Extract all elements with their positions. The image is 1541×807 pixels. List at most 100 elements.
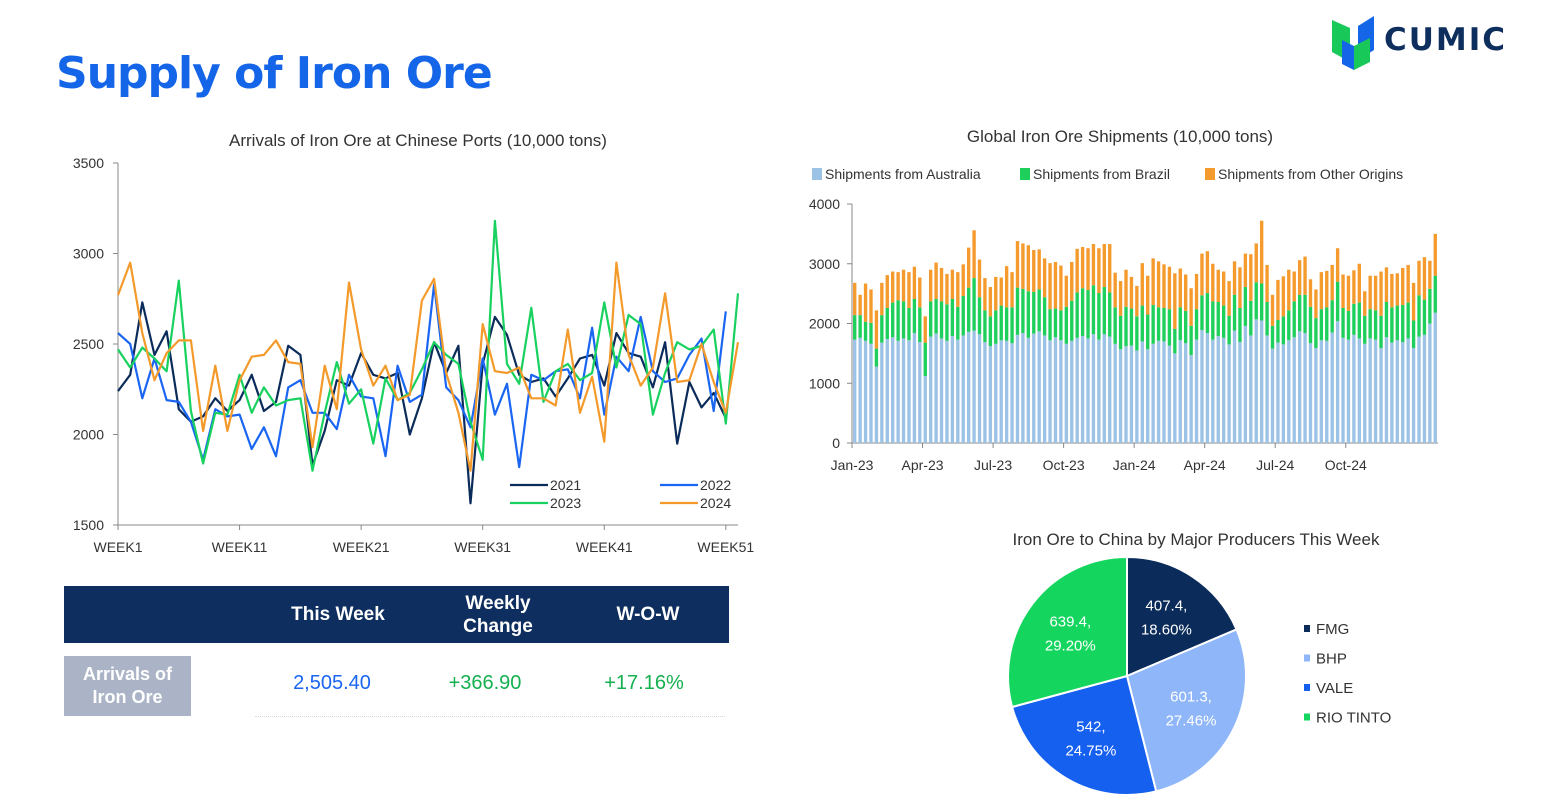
bar-segment	[1254, 319, 1258, 443]
y-tick-label: 0	[832, 435, 840, 451]
bar-segment	[1070, 300, 1074, 341]
bar-segment	[1059, 265, 1063, 311]
bar-segment	[1292, 337, 1296, 443]
bar-segment	[1075, 292, 1079, 338]
bar-segment	[1390, 307, 1394, 343]
bar-segment	[972, 278, 976, 331]
bar-segment	[1080, 288, 1085, 337]
bar-segment	[939, 338, 944, 443]
bar-segment	[1118, 349, 1123, 443]
bar-segment	[885, 307, 889, 340]
bar-segment	[1395, 305, 1399, 341]
bar-segment	[1042, 258, 1047, 298]
bar-segment	[1205, 251, 1210, 294]
table-header: This Week Weekly Change W-O-W	[64, 586, 729, 643]
legend-label: Shipments from Australia	[825, 166, 981, 182]
bar-segment	[1070, 340, 1074, 443]
bar-segment	[1080, 247, 1085, 289]
bar-segment	[1184, 343, 1188, 443]
bar-segment	[1249, 300, 1253, 336]
bar-segment	[1064, 275, 1068, 307]
bar-segment	[1411, 282, 1416, 321]
bar-segment	[1265, 335, 1269, 443]
arrivals-line-chart: Arrivals of Iron Ore at Chinese Ports (1…	[73, 131, 755, 555]
bar-segment	[988, 316, 993, 347]
bar-segment	[1259, 220, 1264, 284]
bar-segment	[1357, 302, 1361, 339]
bar-segment	[1140, 263, 1144, 306]
bar-segment	[1287, 310, 1291, 341]
legend-label: BHP	[1316, 651, 1347, 668]
bar-segment	[1227, 315, 1231, 345]
bar-segment	[1151, 258, 1155, 305]
bar-segment	[1113, 307, 1117, 344]
bar-segment	[1379, 315, 1383, 348]
bar-segment	[1053, 308, 1058, 338]
bar-segment	[1026, 337, 1031, 443]
bar-segment	[1216, 336, 1220, 443]
bar-segment	[1384, 267, 1389, 302]
y-tick-label: 2000	[809, 316, 840, 332]
x-tick-label: Jul-23	[974, 457, 1012, 473]
bar-segment	[961, 296, 965, 336]
bar-chart-title: Global Iron Ore Shipments (10,000 tons)	[967, 127, 1273, 146]
bar-segment	[1048, 340, 1052, 443]
bar-segment	[1205, 333, 1210, 443]
bar-segment	[1428, 260, 1432, 289]
bar-segment	[1059, 310, 1063, 341]
bar-segment	[1243, 287, 1248, 326]
bar-segment	[972, 230, 976, 279]
bar-segment	[1259, 283, 1264, 321]
bar-segment	[1146, 275, 1150, 315]
bar-segment	[939, 301, 944, 339]
bar-segment	[1021, 333, 1025, 443]
bar-segment	[1167, 309, 1172, 346]
bar-segment	[1108, 244, 1112, 293]
bar-segment	[945, 273, 949, 305]
bar-segment	[1037, 249, 1041, 290]
bar-segment	[999, 340, 1003, 443]
bar-segment	[1178, 307, 1182, 341]
bar-segment	[874, 348, 879, 367]
bar-segment	[966, 247, 971, 288]
bar-segment	[880, 282, 884, 316]
x-tick-label: Oct-24	[1325, 457, 1367, 473]
bar-segment	[1194, 339, 1199, 443]
bar-segment	[1173, 273, 1177, 329]
bar-segment	[1357, 263, 1361, 303]
bar-segment	[1173, 328, 1177, 354]
bar-segment	[934, 333, 938, 443]
bar-segment	[1032, 291, 1036, 334]
bar-segment	[1015, 241, 1020, 288]
bar-segment	[1379, 271, 1383, 316]
bar-segment	[1314, 318, 1318, 348]
bar-segment	[1363, 343, 1367, 443]
bar-segment	[1303, 294, 1307, 334]
bar-segment	[1162, 307, 1166, 342]
bar-segment	[891, 302, 895, 338]
bar-segment	[945, 340, 949, 443]
bar-segment	[1379, 348, 1383, 443]
bar-segment	[1308, 343, 1313, 443]
bar-segment	[1102, 244, 1106, 288]
pie-slice-vale	[1010, 674, 1158, 796]
bar-segment	[918, 277, 922, 308]
bar-segment	[1346, 310, 1351, 340]
pie-value-label: 601.3,	[1170, 689, 1212, 706]
bar-segment	[863, 283, 868, 322]
bar-segment	[1303, 333, 1307, 443]
legend-swatch	[1304, 713, 1310, 721]
bar-segment	[1080, 336, 1085, 443]
pie-value-label: 542,	[1076, 719, 1105, 736]
bar-segment	[977, 259, 982, 298]
y-tick-label: 1500	[73, 517, 104, 533]
bar-segment	[1178, 268, 1182, 308]
bar-segment	[1086, 248, 1090, 291]
bar-segment	[1200, 295, 1204, 331]
legend-label: Shipments from Other Origins	[1218, 166, 1403, 182]
bar-segment	[1411, 320, 1416, 348]
pie-value-label: 639.4,	[1049, 614, 1091, 631]
bar-segment	[934, 262, 938, 300]
bar-segment	[1411, 348, 1416, 443]
bar-segment	[1048, 309, 1052, 341]
